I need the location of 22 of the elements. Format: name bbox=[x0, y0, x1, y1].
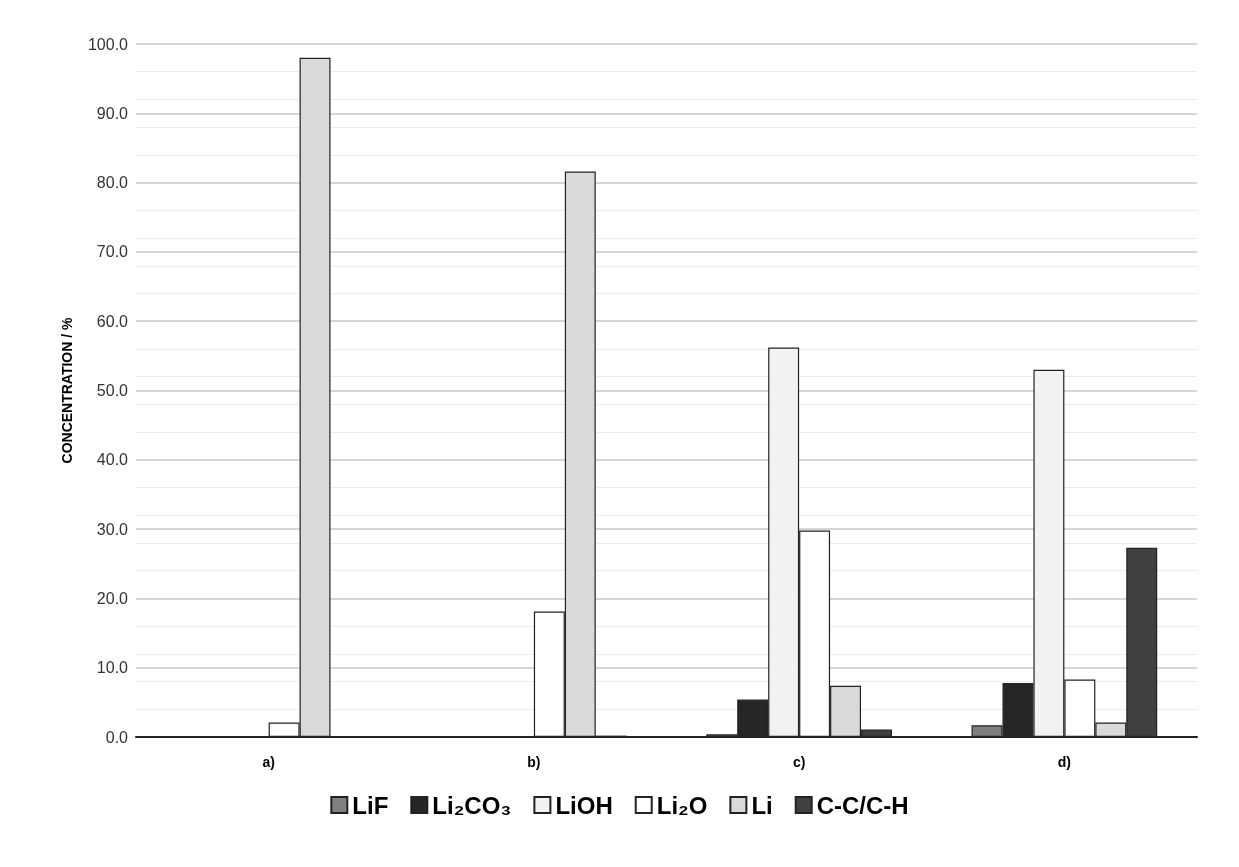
legend-label: Li bbox=[751, 791, 773, 819]
x-tick-label: a) bbox=[262, 754, 275, 770]
y-tick-label: 40.0 bbox=[96, 451, 129, 469]
legend-label: Li₂CO₃ bbox=[432, 791, 512, 819]
y-tick-label: 50.0 bbox=[96, 382, 129, 399]
legend-label: Li₂O bbox=[656, 791, 708, 819]
legend-label: C-C/C-H bbox=[816, 791, 909, 819]
y-axis-title: CONCENTRATION / % bbox=[59, 316, 75, 464]
y-tick-label: 90.0 bbox=[96, 104, 129, 122]
y-tick-label: 20.0 bbox=[96, 589, 129, 607]
x-tick-label: d) bbox=[1057, 754, 1071, 770]
y-tick-label: 0.0 bbox=[105, 728, 129, 746]
legend-label: LiOH bbox=[555, 791, 613, 819]
y-tick-label: 30.0 bbox=[96, 520, 129, 538]
y-tick-label: 80.0 bbox=[96, 174, 129, 192]
legend-label: LiF bbox=[352, 791, 389, 819]
x-tick-label: b) bbox=[527, 754, 541, 770]
y-tick-label: 100.0 bbox=[87, 35, 129, 53]
y-tick-label: 70.0 bbox=[96, 243, 129, 261]
y-tick-label: 10.0 bbox=[96, 659, 129, 677]
x-tick-label: c) bbox=[792, 754, 806, 770]
y-tick-label: 60.0 bbox=[96, 312, 129, 330]
